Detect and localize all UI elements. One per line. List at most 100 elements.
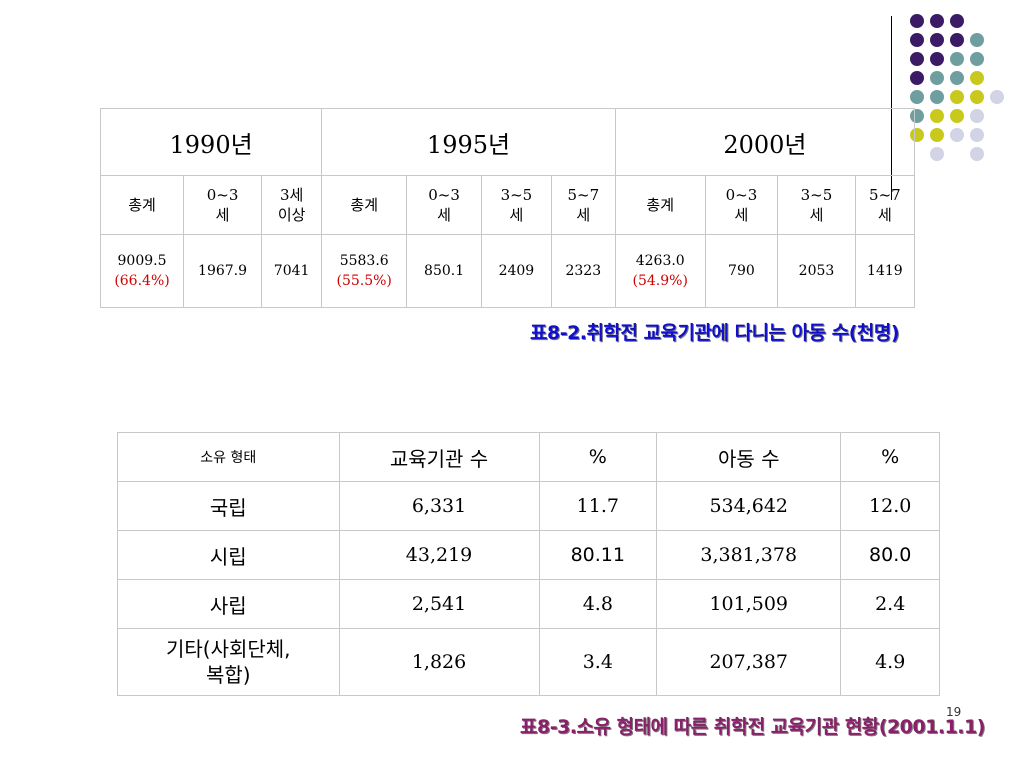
decorative-dot — [970, 147, 984, 161]
value-text: 1419 — [867, 263, 903, 279]
value-cell: 1967.9 — [183, 234, 263, 308]
value-cell: 2053 — [777, 234, 856, 308]
decorative-dot — [950, 14, 964, 28]
data-cell: 2.4 — [840, 579, 940, 629]
header-ownership-type: 소유 형태 — [117, 432, 340, 482]
value-text: 1967.9 — [198, 263, 248, 279]
decorative-dot — [930, 52, 944, 66]
data-cell: 12.0 — [840, 481, 940, 531]
decorative-dot — [970, 33, 984, 47]
decorative-dot — [930, 71, 944, 85]
ownership-type-cell: 기타(사회단체, 복합) — [117, 628, 340, 696]
value-text: 2053 — [798, 263, 835, 279]
subheader-cell: 총계 — [99, 175, 185, 235]
ownership-type-cell: 국립 — [117, 481, 340, 531]
percent-text: (66.4%) — [114, 273, 170, 289]
data-cell: 207,387 — [656, 628, 842, 696]
header-institution-percent: % — [538, 432, 658, 482]
data-cell: 1,826 — [338, 628, 540, 696]
decorative-dot — [910, 33, 924, 47]
value-cell: 5583.6 (55.5%) — [321, 234, 408, 308]
decorative-dot — [970, 52, 984, 66]
decorative-dot — [930, 14, 944, 28]
subheader-cell: 0~3 세 — [406, 175, 482, 235]
data-cell: 3,381,378 — [656, 530, 842, 580]
decorative-dot — [970, 109, 984, 123]
value-cell: 2409 — [480, 234, 552, 308]
value-text: 790 — [728, 263, 755, 279]
data-cell: 4.9 — [840, 628, 940, 696]
decorative-dot — [950, 71, 964, 85]
percent-text: (55.5%) — [336, 273, 392, 289]
subheader-cell: 3세 이상 — [261, 175, 323, 235]
decorative-dot — [990, 90, 1004, 104]
decorative-dot — [930, 128, 944, 142]
decorative-dot — [950, 109, 964, 123]
decorative-dot — [910, 90, 924, 104]
value-text: 4263.0 — [635, 253, 685, 269]
data-cell: 80.11 — [538, 530, 658, 580]
value-cell: 9009.5 (66.4%) — [99, 234, 185, 308]
data-cell: 6,331 — [338, 481, 540, 531]
ownership-type-cell: 사립 — [117, 579, 340, 629]
data-cell: 4.8 — [538, 579, 658, 629]
value-text: 2323 — [565, 263, 602, 279]
enrollment-by-year-table: 1990년 1995년 2000년 총계 0~3 세 3세 이상 총계 0~3 세 3~5 세 5~… — [99, 108, 916, 308]
year-header-1990: 1990년 — [99, 108, 323, 176]
header-children-percent: % — [840, 432, 940, 482]
value-text: 2409 — [498, 263, 535, 279]
header-institution-count: 교육기관 수 — [338, 432, 540, 482]
decorative-dot — [910, 14, 924, 28]
subheader-cell: 0~3 세 — [704, 175, 779, 235]
value-text: 9009.5 — [117, 253, 167, 269]
decorative-dot — [950, 90, 964, 104]
decorative-dot — [950, 33, 964, 47]
value-cell: 2323 — [550, 234, 616, 308]
data-cell: 101,509 — [656, 579, 842, 629]
decorative-dot — [930, 147, 944, 161]
value-cell: 1419 — [854, 234, 916, 308]
subheader-cell: 0~3 세 — [183, 175, 263, 235]
value-text: 850.1 — [424, 263, 465, 279]
subheader-cell: 5~7 세 — [550, 175, 616, 235]
decorative-dot — [970, 71, 984, 85]
page-number: 19 — [946, 705, 962, 719]
value-cell: 850.1 — [406, 234, 482, 308]
decorative-dot — [970, 128, 984, 142]
decorative-dot-grid — [910, 14, 1010, 164]
table-row: 기타(사회단체, 복합) 1,826 3.4 207,387 4.9 — [117, 628, 940, 696]
ownership-type-table: 소유 형태 교육기관 수 % 아동 수 % 국립 6,331 11.7 534,642… — [117, 432, 940, 696]
year-header-1995: 1995년 — [321, 108, 616, 176]
value-text: 5583.6 — [339, 253, 389, 269]
value-cell: 7041 — [261, 234, 323, 308]
decorative-dot — [970, 90, 984, 104]
table-caption-8-2: 표8-2.취학전 교육기관에 다니는 아동 수(천명) — [530, 322, 900, 344]
data-cell: 2,541 — [338, 579, 540, 629]
percent-text: (54.9%) — [632, 273, 688, 289]
subheader-cell: 총계 — [614, 175, 706, 235]
decorative-dot — [930, 109, 944, 123]
table-row: 사립 2,541 4.8 101,509 2.4 — [117, 579, 940, 629]
subheader-cell: 3~5 세 — [480, 175, 552, 235]
decorative-dot — [950, 128, 964, 142]
year-header-2000: 2000년 — [614, 108, 916, 176]
table-row: 시립 43,219 80.11 3,381,378 80.0 — [117, 530, 940, 580]
data-cell: 534,642 — [656, 481, 842, 531]
subheader-cell: 5~7 세 — [854, 175, 916, 235]
value-text: 7041 — [273, 263, 310, 279]
value-cell: 4263.0 (54.9%) — [614, 234, 706, 308]
subheader-cell: 3~5 세 — [777, 175, 856, 235]
decorative-dot — [910, 52, 924, 66]
header-children-count: 아동 수 — [656, 432, 842, 482]
data-cell: 80.0 — [840, 530, 940, 580]
decorative-dot — [930, 33, 944, 47]
subheader-cell: 총계 — [321, 175, 408, 235]
data-cell: 11.7 — [538, 481, 658, 531]
decorative-dot — [910, 71, 924, 85]
data-cell: 43,219 — [338, 530, 540, 580]
decorative-dot — [930, 90, 944, 104]
data-cell: 3.4 — [538, 628, 658, 696]
table-caption-8-3: 표8-3.소유 형태에 따른 취학전 교육기관 현황(2001.1.1) — [520, 716, 985, 738]
decorative-dot — [950, 52, 964, 66]
ownership-type-cell: 시립 — [117, 530, 340, 580]
